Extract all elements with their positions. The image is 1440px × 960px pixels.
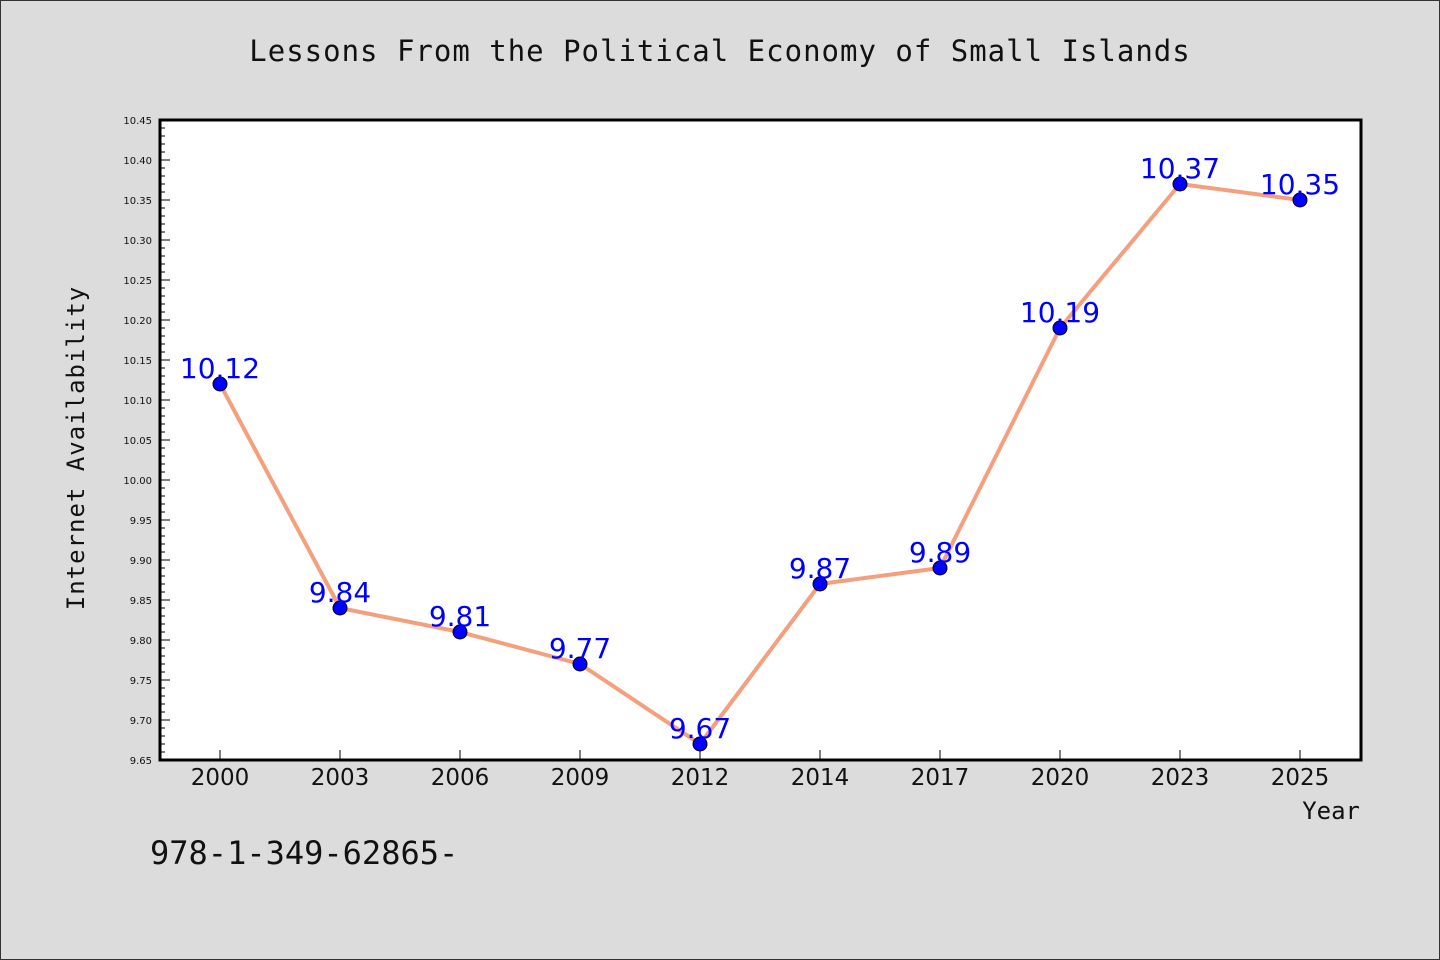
data-point <box>1052 320 1068 336</box>
y-tick-label: 10.35 <box>123 196 152 207</box>
data-point <box>212 376 228 392</box>
data-label: 10.35 <box>1260 168 1340 201</box>
y-axis-ticks: 9.65 9.70 9.75 9.80 9.85 9.90 9.95 10.00 10.05 10… <box>123 116 170 767</box>
x-tick-label: 2020 <box>1031 765 1090 791</box>
y-tick-label: 10.45 <box>123 116 152 127</box>
series-line <box>218 182 1301 746</box>
data-label: 9.67 <box>669 712 731 745</box>
y-tick-label: 10.25 <box>123 276 152 287</box>
y-tick-label: 9.75 <box>130 676 152 687</box>
data-point <box>452 624 468 640</box>
y-tick-label: 10.10 <box>123 396 152 407</box>
y-tick-label: 10.40 <box>123 156 152 167</box>
x-tick-label: 2014 <box>791 765 850 791</box>
data-labels: 10.12 9.84 9.81 9.77 9.67 9.87 9.89 10.19 10.37 1… <box>180 152 1340 745</box>
data-point <box>932 560 948 576</box>
x-tick-label: 2012 <box>671 765 730 791</box>
data-label: 9.81 <box>429 600 491 633</box>
data-label: 10.19 <box>1020 296 1100 329</box>
data-point <box>332 600 348 616</box>
data-point <box>1172 176 1188 192</box>
data-label: 9.87 <box>789 552 851 585</box>
plot-area <box>160 120 1361 760</box>
x-tick-label: 2009 <box>551 765 610 791</box>
y-tick-label: 10.00 <box>123 476 152 487</box>
y-tick-label: 9.95 <box>130 516 152 527</box>
data-label: 10.37 <box>1140 152 1220 185</box>
data-label: 10.12 <box>180 352 260 385</box>
x-tick-label: 2003 <box>311 765 370 791</box>
x-axis-ticks: 2000 2003 2006 2009 2012 2014 2017 2020 2023 2025 <box>191 750 1330 791</box>
y-tick-label: 10.05 <box>123 436 152 447</box>
data-point <box>812 576 828 592</box>
y-tick-label: 9.85 <box>130 596 152 607</box>
data-point <box>692 736 708 752</box>
data-label: 9.84 <box>309 576 371 609</box>
data-label: 9.77 <box>549 632 611 665</box>
x-tick-label: 2017 <box>911 765 970 791</box>
x-axis-label: Year <box>1302 797 1360 825</box>
plot-border <box>158 118 1363 762</box>
chart-title: Lessons From the Political Economy of Sm… <box>249 34 1191 68</box>
x-tick-label: 2023 <box>1151 765 1210 791</box>
data-label: 9.89 <box>909 536 971 569</box>
x-tick-label: 2000 <box>191 765 250 791</box>
y-tick-label: 9.65 <box>130 756 152 767</box>
y-tick-label: 9.70 <box>130 716 152 727</box>
x-tick-label: 2006 <box>431 765 490 791</box>
y-tick-label: 9.90 <box>130 556 152 567</box>
y-tick-label: 10.15 <box>123 356 152 367</box>
footnote-text: 978-1-349-62865- <box>150 834 459 872</box>
data-point <box>1292 192 1308 208</box>
y-tick-label: 10.20 <box>123 316 152 327</box>
y-tick-label: 9.80 <box>130 636 152 647</box>
x-tick-label: 2025 <box>1271 765 1330 791</box>
data-point <box>572 656 588 672</box>
y-tick-label: 10.30 <box>123 236 152 247</box>
data-markers <box>212 176 1308 752</box>
